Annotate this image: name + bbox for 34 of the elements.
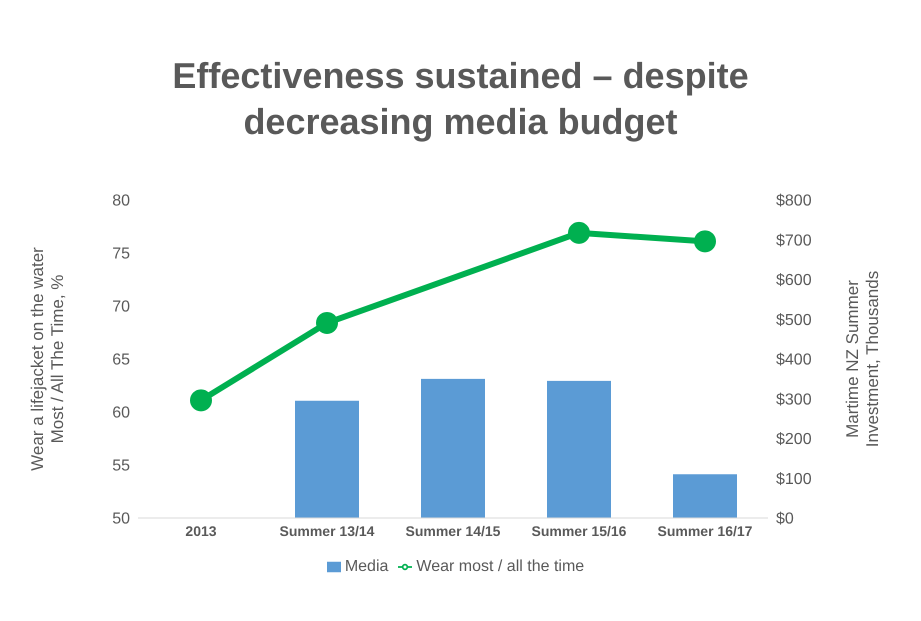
y-tick-label: 55	[112, 458, 130, 475]
y2-tick-label: $100	[776, 470, 812, 488]
x-tick-label: Summer 15/16	[532, 522, 627, 539]
y-tick-label: 65	[112, 352, 130, 369]
legend-label: Media	[344, 558, 388, 575]
point	[694, 230, 716, 252]
y2-tick-label: $200	[776, 431, 812, 448]
y2-tick-label: $600	[776, 272, 812, 290]
y2-tick-label: $400	[776, 352, 812, 369]
legend-label: Wear most / all the time	[416, 558, 584, 575]
y2-tick-label: $800	[776, 192, 812, 210]
y2-tick-label: $500	[776, 312, 812, 329]
x-tick-label: Summer 13/14	[280, 522, 375, 539]
x-tick-label: Summer 14/15	[406, 522, 501, 539]
y-tick-label: 60	[112, 404, 130, 422]
y-tick-label: 50	[112, 510, 130, 528]
point	[316, 312, 338, 334]
x-tick-label: 2013	[185, 522, 217, 539]
point	[568, 222, 590, 244]
bar	[295, 400, 359, 518]
y2-tick-label: $700	[776, 232, 812, 250]
point	[190, 389, 212, 412]
y-tick-label: 75	[112, 246, 130, 263]
y-axis-title: Wear a lifejacket on the water Most / All The Time, %	[28, 246, 67, 471]
bar	[421, 378, 485, 518]
y2-tick-label: $0	[776, 510, 794, 528]
y2-tick-label: $300	[776, 391, 812, 408]
x-tick-label: Summer 16/17	[658, 522, 753, 539]
chart-title: Effectiveness sustained – despite decreasing media budget	[171, 54, 750, 144]
bar	[547, 380, 611, 518]
y-tick-label: 70	[112, 298, 130, 316]
y-tick-label: 80	[112, 192, 130, 210]
bar	[673, 474, 737, 518]
y2-axis-title: Martime NZ Summer Investment, Thousands	[843, 270, 882, 448]
